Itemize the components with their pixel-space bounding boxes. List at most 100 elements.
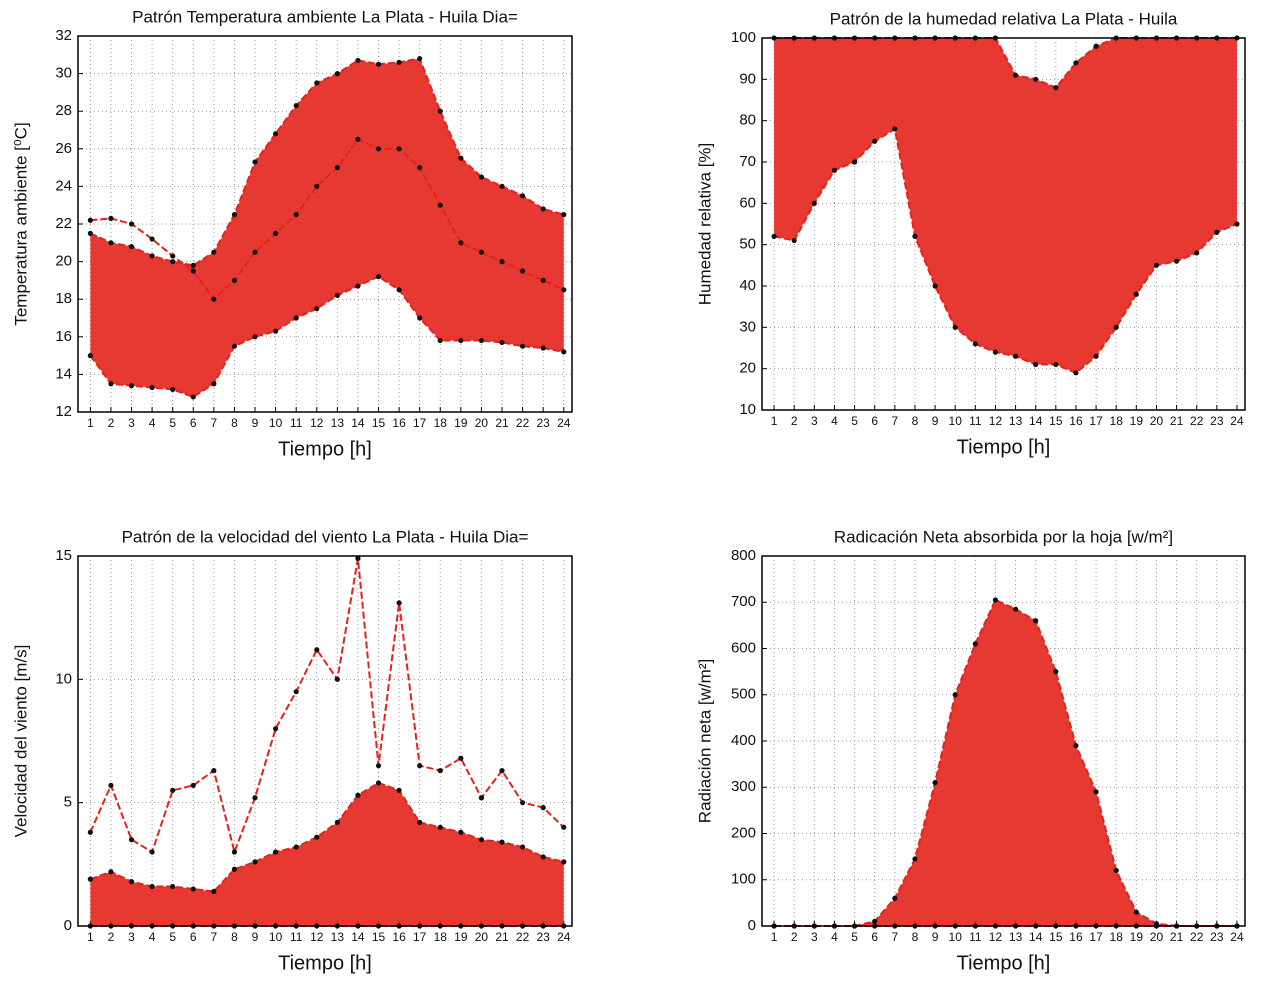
- x-tick-label: 8: [231, 416, 238, 430]
- x-tick-label: 9: [252, 930, 259, 944]
- data-point: [437, 108, 443, 114]
- x-tick-label: 23: [1210, 930, 1224, 944]
- data-point: [872, 918, 878, 924]
- x-tick-label: 17: [1089, 414, 1103, 428]
- data-point: [872, 138, 878, 144]
- x-tick-label: 19: [454, 930, 468, 944]
- y-tick-label: 90: [739, 70, 756, 87]
- y-tick-label: 30: [55, 65, 72, 82]
- data-point: [478, 837, 485, 843]
- y-tick-label: 40: [739, 277, 756, 294]
- x-tick-label: 22: [516, 930, 530, 944]
- y-axis-label: Humedad relativa [%]: [695, 143, 714, 306]
- data-point: [1234, 221, 1240, 227]
- chart-title: Patrón Temperatura ambiente La Plata - H…: [132, 7, 518, 26]
- data-point: [190, 394, 196, 400]
- data-point: [87, 217, 93, 223]
- x-tick-label: 5: [169, 416, 176, 430]
- data-point: [437, 337, 443, 344]
- data-point: [252, 159, 258, 165]
- series-line: [89, 558, 565, 856]
- data-point: [417, 819, 423, 826]
- x-tick-label: 7: [891, 930, 898, 944]
- y-tick-label: 18: [55, 290, 72, 307]
- data-point: [375, 146, 382, 152]
- x-tick-label: 2: [108, 930, 115, 944]
- x-tick-label: 8: [231, 930, 238, 944]
- plot-frame: [761, 37, 1246, 411]
- data-point: [499, 183, 505, 189]
- x-tick-label: 24: [557, 416, 571, 430]
- y-tick-label: 400: [731, 732, 756, 749]
- data-point: [128, 243, 135, 250]
- y-axis-label: Velocidad del viento [m/s]: [11, 645, 30, 838]
- data-point: [396, 787, 402, 793]
- x-tick-label: 8: [912, 414, 919, 428]
- data-point: [417, 315, 423, 321]
- data-point: [334, 819, 340, 826]
- y-tick-label: 70: [739, 153, 756, 170]
- data-point: [108, 215, 114, 221]
- x-tick-label: 1: [771, 930, 778, 944]
- data-point: [540, 277, 546, 283]
- data-point: [334, 71, 340, 77]
- x-axis-label: Tiempo [h]: [957, 436, 1051, 458]
- x-tick-label: 16: [1069, 414, 1083, 428]
- data-point: [231, 343, 238, 349]
- data-point: [355, 57, 361, 64]
- data-point: [458, 337, 464, 344]
- data-point: [831, 167, 838, 173]
- x-tick-label: 21: [495, 416, 509, 430]
- data-point: [478, 174, 485, 180]
- x-tick-label: 22: [516, 416, 530, 430]
- data-point: [561, 824, 567, 830]
- data-point: [520, 844, 526, 850]
- data-point: [1133, 909, 1139, 915]
- data-point: [211, 381, 217, 387]
- x-tick-label: 20: [1150, 414, 1164, 428]
- x-tick-label: 16: [392, 930, 406, 944]
- data-point: [1012, 606, 1019, 612]
- data-point: [1073, 60, 1079, 66]
- x-tick-label: 22: [1190, 930, 1204, 944]
- x-tick-label: 5: [851, 930, 858, 944]
- data-point: [396, 287, 402, 293]
- x-tick-label: 22: [1190, 414, 1204, 428]
- series-line: [90, 781, 565, 893]
- x-tick-label: 20: [475, 930, 489, 944]
- data-point: [437, 824, 443, 830]
- y-tick-label: 14: [55, 365, 72, 382]
- data-point: [396, 146, 402, 152]
- data-point: [355, 283, 361, 289]
- x-tick-label: 3: [811, 930, 818, 944]
- data-point: [912, 233, 918, 239]
- data-point: [108, 240, 114, 246]
- data-point: [811, 200, 817, 206]
- y-tick-label: 22: [55, 215, 72, 232]
- data-point: [252, 795, 258, 801]
- data-point: [231, 277, 238, 283]
- data-point: [1033, 618, 1039, 624]
- data-point: [478, 337, 485, 344]
- data-point: [499, 839, 505, 845]
- y-tick-label: 5: [64, 794, 72, 811]
- data-point: [1053, 85, 1059, 91]
- data-point: [1093, 353, 1099, 359]
- data-point: [417, 55, 423, 62]
- x-tick-label: 10: [949, 930, 963, 944]
- x-tick-label: 19: [1130, 414, 1144, 428]
- data-point: [540, 854, 546, 860]
- y-tick-label: 26: [55, 140, 72, 157]
- range-band: [774, 38, 1237, 373]
- x-tick-label: 15: [1049, 414, 1063, 428]
- x-tick-label: 24: [1230, 414, 1244, 428]
- data-point: [1053, 361, 1059, 368]
- y-tick-label: 20: [739, 360, 756, 377]
- data-point: [108, 381, 114, 387]
- data-point: [437, 202, 443, 208]
- data-point: [771, 233, 777, 239]
- data-point: [1033, 361, 1039, 368]
- x-tick-label: 11: [290, 930, 303, 944]
- data-point: [170, 386, 176, 393]
